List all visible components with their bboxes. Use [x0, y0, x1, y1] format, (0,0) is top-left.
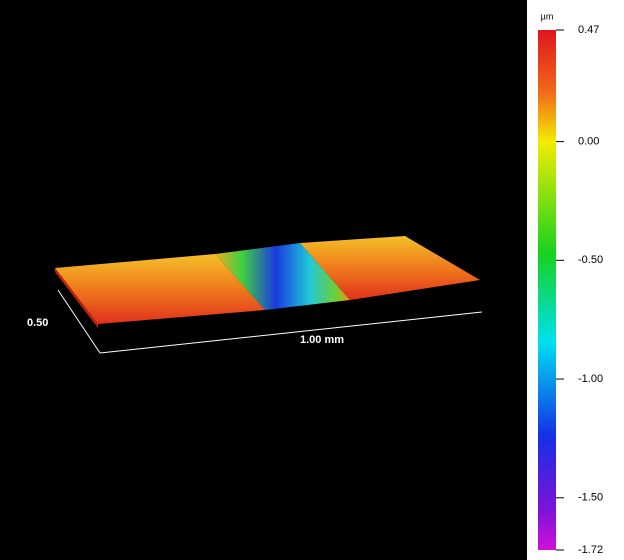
colorbar-tick-label: -0.50 [578, 254, 603, 266]
page: 0.50 1.00 mm µm 0.47 0.00 -0.50 -1.00 -1.50 -… [0, 0, 624, 560]
colorbar-unit: µm [541, 11, 554, 21]
colorbar-tick-label: 0.47 [578, 24, 599, 36]
depth-label: 0.50 [27, 317, 48, 329]
profile-view: 0.50 1.00 mm µm 0.47 0.00 -0.50 -1.00 -1.50 -… [0, 0, 624, 560]
colorbar-tick-label: -1.00 [578, 373, 603, 385]
length-label: 1.00 mm [300, 334, 344, 346]
colorbar-tick-label: 0.00 [578, 136, 599, 148]
colorbar-tick-label: -1.50 [578, 492, 603, 504]
colorbar-tick-label: -1.72 [578, 544, 603, 556]
colorbar [538, 30, 556, 550]
